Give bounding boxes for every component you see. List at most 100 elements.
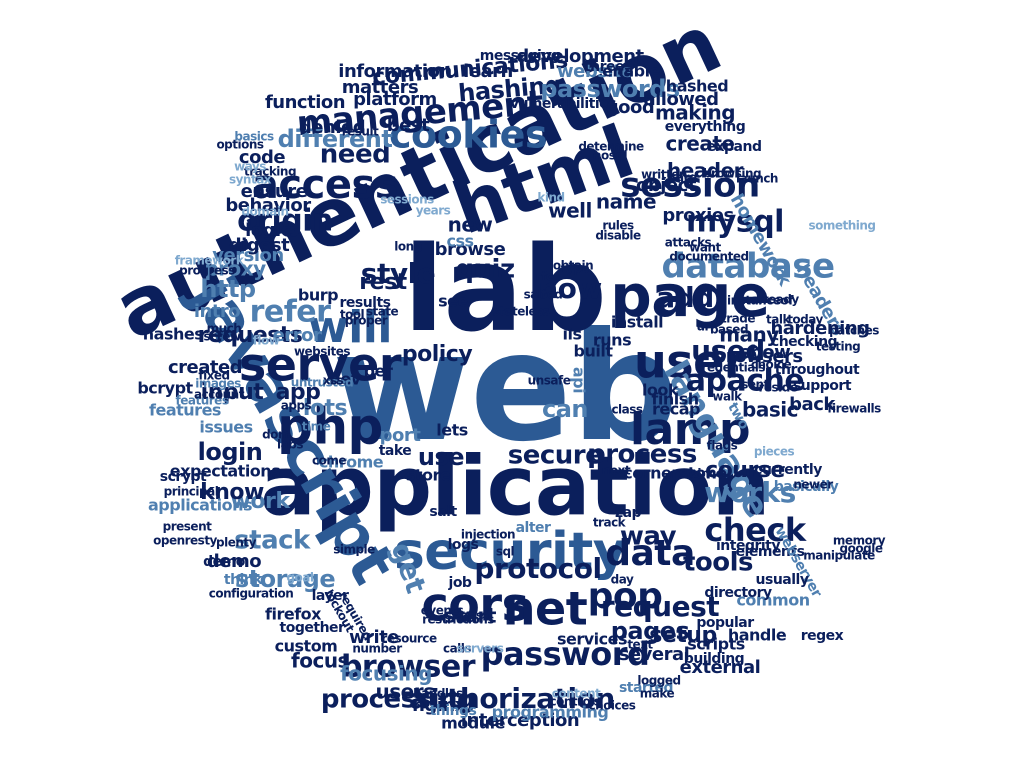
word-patches: patches	[829, 324, 879, 338]
word-already: already	[751, 293, 799, 307]
word-websites: websites	[294, 345, 350, 359]
word-principal: principal	[164, 485, 219, 499]
word-sql: sql	[496, 545, 515, 559]
word-long: long	[394, 240, 422, 254]
word-apps: apps	[281, 399, 312, 413]
word-usually: usually	[756, 572, 809, 588]
word-expand: expand	[707, 139, 762, 155]
word-type: type	[561, 262, 590, 276]
word-focus: focus	[291, 649, 349, 673]
word-platform: platform	[353, 89, 437, 110]
word-chrome: chrome	[319, 453, 384, 472]
word-create: create	[666, 132, 735, 156]
word-obtain: obtain	[553, 259, 593, 273]
word-object: object	[636, 175, 697, 196]
word-browse: browse	[435, 239, 506, 260]
word-stack: stack	[234, 526, 311, 556]
word-trade: trade	[721, 312, 755, 326]
word-denied: denied	[299, 117, 365, 138]
word-issues: issues	[199, 418, 252, 437]
word-openresty: openresty	[153, 534, 217, 548]
word-disable: disable	[595, 229, 641, 243]
word-store: store	[406, 466, 451, 485]
word-best: best	[387, 115, 430, 136]
word-attacks: attacks	[665, 236, 712, 250]
word-process: process	[587, 440, 697, 470]
word-know: know	[200, 480, 264, 505]
word-syntax: syntax	[229, 173, 272, 187]
word-options: options	[216, 138, 263, 152]
word-website: website	[557, 61, 633, 82]
word-support: support	[793, 378, 852, 394]
word-will: will	[308, 302, 392, 353]
word-making: making	[655, 101, 735, 125]
word-launch: launch	[736, 172, 778, 186]
word-currently: currently	[754, 462, 822, 478]
word-cors: cors	[422, 578, 529, 632]
word-written: written	[641, 168, 687, 182]
word-servers: servers	[457, 642, 504, 656]
word-day: day	[611, 573, 634, 587]
word-requests: requests	[198, 323, 303, 348]
word-things: things	[430, 703, 477, 719]
word-apache: apache	[686, 364, 804, 399]
word-use: use	[418, 443, 464, 471]
word-storage: storage	[235, 565, 335, 593]
word-lamp: lamp	[630, 404, 750, 455]
word-expectations: expectations	[170, 462, 280, 481]
word-app: app	[276, 380, 321, 405]
word-runs: runs	[593, 331, 631, 350]
word-function: function	[265, 92, 345, 113]
word-browser: browser	[341, 650, 476, 685]
word-new: new	[448, 213, 493, 237]
word-credentials: credentials	[695, 361, 766, 375]
word-elements: elements	[736, 544, 805, 560]
word-now: now	[538, 272, 602, 305]
word-everything: everything	[665, 119, 746, 135]
word-tools: tools	[683, 548, 753, 578]
word-screw: screw	[204, 330, 241, 344]
word-mysql: mysql	[686, 205, 784, 240]
word-firewalls: firewalls	[827, 402, 881, 416]
word-api: api	[570, 367, 589, 393]
word-pop: pop	[588, 576, 663, 617]
word-interception: interception	[461, 710, 579, 731]
word-tracking: tracking	[244, 165, 296, 179]
word-restrictions: restrictions	[422, 613, 494, 627]
word-check: check	[704, 511, 806, 549]
word-result: result	[342, 125, 379, 139]
word-text: text	[627, 638, 653, 652]
word-hashed: hashed	[666, 77, 728, 96]
word-browsing: browsing	[703, 167, 761, 181]
word-cookies: cookies	[389, 113, 547, 157]
word-setup: setup	[649, 623, 716, 648]
word-header: header	[667, 159, 744, 183]
word-digest: digest	[229, 235, 290, 256]
word-dev: dev	[329, 370, 361, 389]
word-today: today	[787, 313, 823, 327]
word-started: started	[619, 680, 673, 696]
word-scripts: scripts	[687, 635, 745, 654]
word-show: show	[740, 342, 791, 363]
word-password: password	[481, 635, 650, 673]
word-common: common	[736, 591, 809, 610]
word-users: users	[376, 680, 435, 704]
word-bcrypt: bcrypt	[137, 379, 193, 398]
word-goal: goal	[286, 571, 313, 585]
word-flow: flow	[253, 334, 280, 348]
word-secure: secure	[508, 441, 603, 471]
word-css: css	[446, 232, 473, 251]
word-focusing: focusing	[340, 662, 432, 686]
word-version: version	[212, 245, 283, 266]
word-allowed: allowed	[643, 89, 718, 110]
word-http: http	[200, 275, 256, 303]
word-demo: demo	[203, 554, 246, 570]
word-together: together	[280, 620, 345, 636]
word-basics: basics	[234, 130, 274, 144]
word-track: track	[593, 516, 627, 530]
word-handle: handle	[728, 626, 787, 645]
word-demo: demo	[207, 551, 261, 572]
word-hardening: hardening	[770, 318, 869, 339]
word-style: style	[361, 257, 435, 290]
